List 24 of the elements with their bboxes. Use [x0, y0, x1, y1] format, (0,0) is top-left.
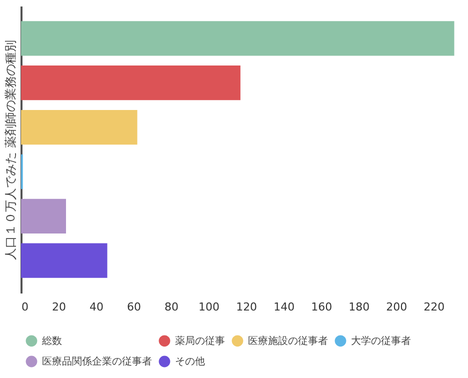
x-tick-label: 40: [90, 300, 104, 314]
x-tick-label: 60: [127, 300, 142, 314]
legend-label: 薬局の従事: [175, 334, 225, 347]
legend-label: 総数: [41, 334, 62, 347]
x-tick-label: 100: [198, 300, 220, 314]
x-tick-label: 120: [236, 300, 258, 314]
x-tick-label: 160: [311, 300, 332, 314]
bar: [21, 198, 66, 234]
x-tick-label: 180: [348, 300, 370, 314]
x-tick-label: 220: [424, 300, 445, 314]
legend-label: 医療品関係企業の従事者: [42, 356, 152, 368]
x-tick-label: 0: [22, 300, 28, 314]
legend-label: 医療施設の従事者: [248, 334, 328, 347]
bar: [21, 110, 138, 145]
legend-label: 大学の従事者: [351, 334, 411, 347]
bar: [21, 66, 240, 100]
x-tick-label: 20: [52, 300, 66, 314]
bar: [21, 243, 108, 278]
legend-label: その他: [175, 356, 205, 368]
x-tick-label: 200: [386, 300, 408, 314]
x-tick-label: 80: [164, 300, 179, 314]
x-tick-label: 140: [274, 300, 295, 314]
bar: [21, 21, 454, 56]
y-axis-title: 人口１０万人でみた 薬剤師の業務の種別: [4, 40, 18, 260]
